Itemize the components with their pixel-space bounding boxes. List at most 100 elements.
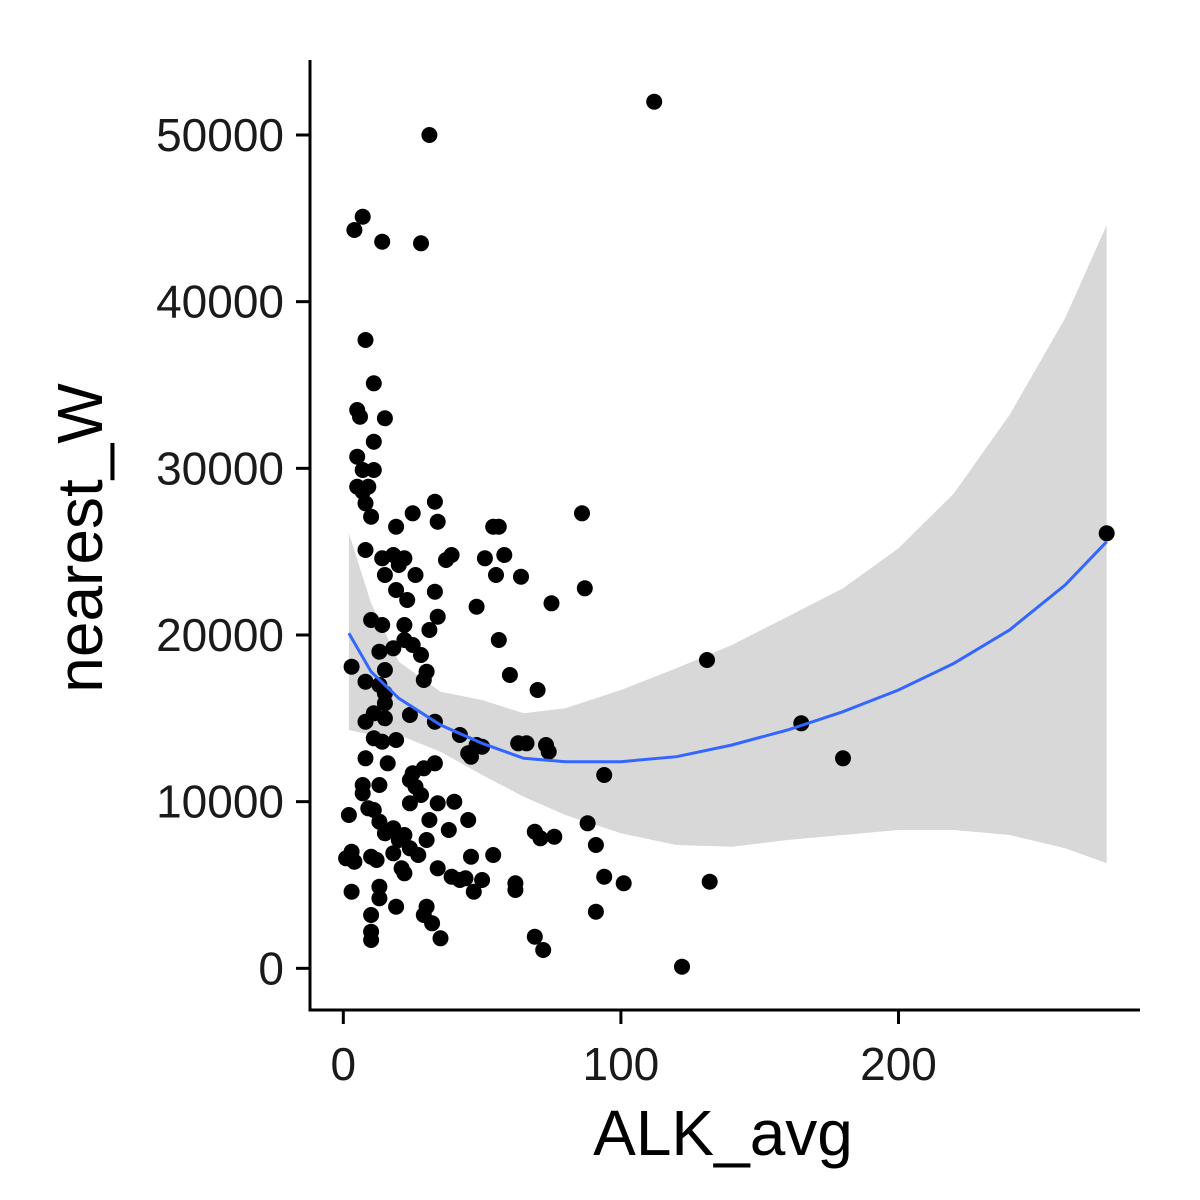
data-point (376, 695, 393, 712)
data-point (354, 208, 371, 225)
data-point (379, 755, 396, 772)
data-point (587, 903, 604, 920)
data-point (404, 505, 421, 522)
data-point (388, 582, 405, 598)
data-point (615, 875, 632, 892)
confidence-ribbon-layer (348, 225, 1107, 864)
y-axis-title: nearest_W (44, 383, 116, 693)
data-point (496, 547, 513, 563)
data-point (343, 658, 360, 675)
data-point (396, 865, 413, 882)
data-point (460, 745, 477, 762)
data-point (346, 222, 363, 238)
data-point (354, 785, 371, 802)
smooth-line (347, 540, 1108, 764)
data-point (415, 672, 432, 688)
data-point (374, 733, 391, 750)
data-point (396, 550, 413, 567)
x-tick-label: 200 (860, 1038, 937, 1090)
data-point (507, 882, 524, 898)
data-point (413, 787, 429, 803)
data-point (424, 915, 441, 932)
data-point (674, 958, 690, 975)
data-point (490, 632, 507, 648)
data-point (401, 795, 418, 812)
data-point (365, 462, 382, 478)
data-point (646, 93, 663, 110)
data-point (413, 235, 429, 252)
data-point (429, 513, 446, 530)
data-point (468, 598, 485, 615)
y-tick-label: 30000 (156, 442, 284, 494)
data-point (529, 682, 546, 698)
x-axis-title: ALK_avg (593, 1097, 853, 1169)
smooth-line-layer (347, 540, 1108, 764)
data-point (526, 928, 543, 945)
data-point (357, 542, 374, 558)
y-tick-label: 50000 (156, 109, 284, 161)
y-tick-label: 20000 (156, 609, 284, 661)
data-point (488, 567, 504, 583)
data-point (699, 652, 715, 668)
y-tick-label: 10000 (156, 776, 284, 828)
data-point (429, 608, 446, 625)
data-point (426, 493, 443, 510)
data-point (460, 812, 477, 828)
data-point (349, 448, 366, 465)
data-point (371, 777, 388, 793)
data-point (421, 622, 438, 638)
x-tick-label: 100 (583, 1038, 660, 1090)
data-point (418, 832, 435, 848)
y-tick-label: 0 (258, 942, 284, 994)
data-point (399, 592, 416, 608)
data-point (343, 883, 360, 900)
data-point (357, 332, 374, 348)
data-point (410, 847, 427, 863)
data-point (365, 433, 382, 450)
data-point (374, 617, 391, 633)
data-point (385, 845, 402, 862)
data-point (371, 878, 388, 895)
data-point (429, 860, 446, 877)
data-point (388, 732, 405, 748)
data-point (360, 478, 377, 495)
data-point (543, 595, 560, 612)
data-point (463, 848, 479, 865)
data-point (390, 832, 407, 848)
data-point (374, 233, 391, 250)
data-point (501, 667, 518, 683)
data-point (413, 647, 429, 663)
data-point (474, 872, 491, 888)
data-point (401, 707, 418, 723)
data-point (371, 643, 388, 660)
data-point (357, 750, 374, 767)
data-point (485, 847, 502, 863)
data-point (376, 710, 393, 727)
data-point (579, 815, 596, 832)
data-point (385, 640, 402, 657)
data-point (363, 508, 380, 525)
axes-layer: 0 10000 20000 30000 40000 50000 0 100 200 (156, 60, 1140, 1090)
data-point (368, 852, 385, 868)
data-point (596, 767, 613, 783)
data-point (340, 807, 357, 823)
data-point (426, 583, 443, 600)
data-point (476, 550, 493, 567)
data-point (446, 793, 463, 810)
data-point (490, 518, 507, 535)
data-point (352, 408, 368, 425)
data-point (1098, 525, 1115, 542)
data-point (376, 825, 393, 842)
data-point (371, 890, 388, 907)
data-point (354, 462, 371, 478)
scatter-points-layer (338, 93, 1115, 975)
data-point (363, 907, 380, 923)
data-point (432, 930, 449, 947)
data-point (438, 552, 454, 568)
data-point (540, 743, 557, 760)
data-point (440, 822, 457, 838)
data-point (388, 518, 405, 535)
data-point (421, 127, 438, 143)
data-point (365, 375, 382, 392)
